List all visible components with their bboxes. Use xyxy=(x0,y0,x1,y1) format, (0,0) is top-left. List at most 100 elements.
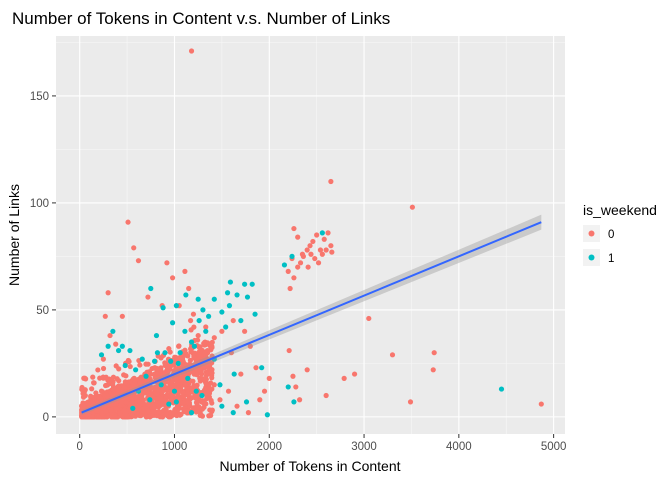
point-series-1 xyxy=(188,410,195,416)
point-series-0 xyxy=(131,245,137,251)
point-series-0 xyxy=(225,388,232,394)
point-series-0 xyxy=(113,401,119,408)
point-series-1 xyxy=(217,382,223,388)
point-series-0 xyxy=(96,414,102,420)
point-series-0 xyxy=(89,386,95,392)
point-series-0 xyxy=(108,407,114,414)
point-series-0 xyxy=(299,251,306,257)
trend-line-group xyxy=(81,214,542,416)
point-series-0 xyxy=(310,238,316,245)
point-series-0 xyxy=(175,406,181,412)
y-tick-label: 100 xyxy=(30,198,49,210)
point-series-1 xyxy=(162,350,168,356)
point-series-0 xyxy=(204,395,210,402)
point-series-0 xyxy=(389,352,396,358)
point-series-0 xyxy=(199,413,206,419)
y-tick-label: 150 xyxy=(30,91,49,103)
point-series-0 xyxy=(177,383,184,389)
point-series-0 xyxy=(169,275,176,281)
point-series-0 xyxy=(217,397,223,403)
point-series-1 xyxy=(242,281,248,287)
point-series-1 xyxy=(243,399,250,405)
point-series-1 xyxy=(249,281,255,287)
point-series-0 xyxy=(208,407,215,414)
point-series-1 xyxy=(105,343,111,349)
point-series-0 xyxy=(197,366,203,372)
point-series-0 xyxy=(186,285,192,292)
point-series-0 xyxy=(168,382,175,389)
point-series-0 xyxy=(81,401,87,407)
point-series-0 xyxy=(253,365,259,371)
point-series-1 xyxy=(98,352,105,358)
point-series-0 xyxy=(95,367,101,373)
point-series-0 xyxy=(182,268,188,274)
point-series-1 xyxy=(291,399,297,405)
point-series-0 xyxy=(188,327,194,333)
point-series-0 xyxy=(113,341,119,347)
point-series-1 xyxy=(199,392,205,399)
trend-line xyxy=(81,221,542,414)
point-series-0 xyxy=(315,260,322,266)
point-series-0 xyxy=(123,399,129,405)
point-series-1 xyxy=(226,303,233,309)
point-series-1 xyxy=(139,356,145,362)
point-series-0 xyxy=(90,374,96,380)
point-series-0 xyxy=(86,402,92,408)
point-series-1 xyxy=(158,382,164,388)
point-series-0 xyxy=(295,234,301,240)
point-series-0 xyxy=(211,335,217,341)
point-series-0 xyxy=(266,375,272,381)
point-series-0 xyxy=(173,376,179,382)
point-series-0 xyxy=(409,204,415,210)
point-series-1 xyxy=(196,317,202,324)
point-series-0 xyxy=(89,399,96,405)
point-series-0 xyxy=(209,339,215,345)
point-series-0 xyxy=(323,392,329,399)
point-series-1 xyxy=(259,365,265,371)
point-series-0 xyxy=(180,400,186,406)
point-series-0 xyxy=(314,232,320,238)
point-series-1 xyxy=(133,367,139,373)
point-series-0 xyxy=(163,387,169,393)
point-series-0 xyxy=(142,388,148,394)
point-series-0 xyxy=(139,401,145,407)
point-series-1 xyxy=(182,328,188,334)
point-series-0 xyxy=(137,362,143,368)
point-series-0 xyxy=(97,375,103,381)
point-series-0 xyxy=(297,260,304,266)
point-series-0 xyxy=(84,412,90,418)
point-series-0 xyxy=(291,225,297,232)
y-tick-label: 0 xyxy=(43,412,49,424)
point-series-0 xyxy=(183,362,189,368)
point-series-0 xyxy=(207,343,214,349)
point-series-0 xyxy=(164,260,170,266)
point-series-0 xyxy=(154,391,160,397)
point-series-0 xyxy=(203,324,209,330)
point-series-0 xyxy=(110,374,117,380)
x-tick-label: 2000 xyxy=(256,441,282,453)
point-series-0 xyxy=(407,399,414,405)
point-series-0 xyxy=(188,48,195,54)
point-series-0 xyxy=(291,275,297,281)
point-series-0 xyxy=(82,375,88,381)
point-series-0 xyxy=(112,414,118,420)
point-series-0 xyxy=(119,313,125,319)
point-series-0 xyxy=(138,413,144,419)
point-series-0 xyxy=(188,386,194,392)
x-axis-title: Number of Tokens in Content xyxy=(219,458,400,474)
point-series-0 xyxy=(129,413,135,419)
point-series-0 xyxy=(219,328,225,334)
point-series-0 xyxy=(110,391,116,398)
point-series-0 xyxy=(102,382,109,389)
point-series-1 xyxy=(498,386,505,392)
point-series-0 xyxy=(105,290,111,296)
point-series-0 xyxy=(178,365,184,371)
point-series-0 xyxy=(127,363,133,370)
chart-title: Number of Tokens in Content v.s. Number … xyxy=(12,9,390,28)
point-series-0 xyxy=(154,366,161,372)
point-series-0 xyxy=(176,412,183,418)
point-series-0 xyxy=(304,247,310,253)
point-series-0 xyxy=(149,412,155,419)
point-series-0 xyxy=(247,343,253,349)
point-series-1 xyxy=(183,292,189,298)
